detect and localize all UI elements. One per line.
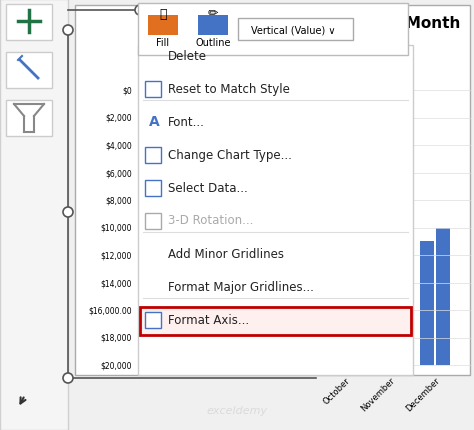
Text: Delete: Delete	[168, 49, 207, 62]
Bar	[375, 214, 389, 365]
Circle shape	[63, 373, 73, 383]
FancyBboxPatch shape	[140, 307, 411, 335]
Text: $10,000: $10,000	[100, 224, 132, 233]
Text: $18,000: $18,000	[100, 333, 132, 342]
Text: $12,000: $12,000	[100, 251, 132, 260]
Text: Change Chart Type...: Change Chart Type...	[168, 148, 292, 161]
Text: $4,000: $4,000	[105, 141, 132, 150]
Text: Format Axis...: Format Axis...	[168, 313, 249, 326]
Text: les per Month: les per Month	[342, 15, 460, 31]
Text: Outline: Outline	[195, 38, 231, 48]
Bar	[346, 214, 360, 365]
Text: Font...: Font...	[168, 115, 205, 128]
Bar	[391, 283, 405, 365]
Circle shape	[311, 6, 321, 16]
FancyBboxPatch shape	[145, 147, 161, 164]
Circle shape	[63, 208, 73, 218]
Circle shape	[63, 26, 73, 36]
Text: Select Data...: Select Data...	[168, 181, 248, 194]
Text: Add Minor Gridlines: Add Minor Gridlines	[168, 247, 284, 260]
Text: Format Major Gridlines...: Format Major Gridlines...	[168, 280, 314, 293]
Text: October: October	[321, 375, 351, 405]
FancyBboxPatch shape	[75, 6, 470, 375]
Text: ✏: ✏	[208, 7, 218, 21]
Text: exceldemy: exceldemy	[207, 405, 267, 415]
Text: $16,000.00: $16,000.00	[88, 306, 132, 315]
FancyBboxPatch shape	[148, 16, 178, 36]
FancyBboxPatch shape	[198, 16, 228, 36]
Bar	[436, 228, 450, 365]
Circle shape	[135, 6, 145, 16]
FancyBboxPatch shape	[145, 312, 161, 328]
FancyBboxPatch shape	[145, 214, 161, 230]
Text: $0: $0	[122, 86, 132, 95]
Text: 3-D Rotation...: 3-D Rotation...	[168, 214, 254, 227]
Text: 🎨: 🎨	[159, 7, 167, 21]
Text: December: December	[404, 375, 441, 412]
Text: A: A	[149, 115, 159, 129]
Text: November: November	[359, 375, 396, 412]
Text: Fill: Fill	[156, 38, 170, 48]
FancyBboxPatch shape	[6, 5, 52, 41]
Text: $20,000: $20,000	[100, 361, 132, 370]
Text: $6,000: $6,000	[105, 169, 132, 178]
Text: $2,000: $2,000	[105, 114, 132, 123]
Text: Reset to Match Style: Reset to Match Style	[168, 82, 290, 95]
Text: $14,000: $14,000	[100, 278, 132, 287]
Text: Vertical (Value) ∨: Vertical (Value) ∨	[251, 25, 335, 35]
FancyBboxPatch shape	[6, 101, 52, 137]
FancyBboxPatch shape	[138, 46, 413, 375]
FancyBboxPatch shape	[238, 19, 353, 41]
FancyBboxPatch shape	[6, 53, 52, 89]
FancyBboxPatch shape	[145, 82, 161, 98]
Bar	[420, 242, 434, 365]
Bar	[330, 269, 344, 365]
Text: $8,000: $8,000	[105, 196, 132, 205]
FancyBboxPatch shape	[138, 4, 408, 56]
FancyBboxPatch shape	[0, 0, 68, 430]
FancyBboxPatch shape	[145, 181, 161, 197]
